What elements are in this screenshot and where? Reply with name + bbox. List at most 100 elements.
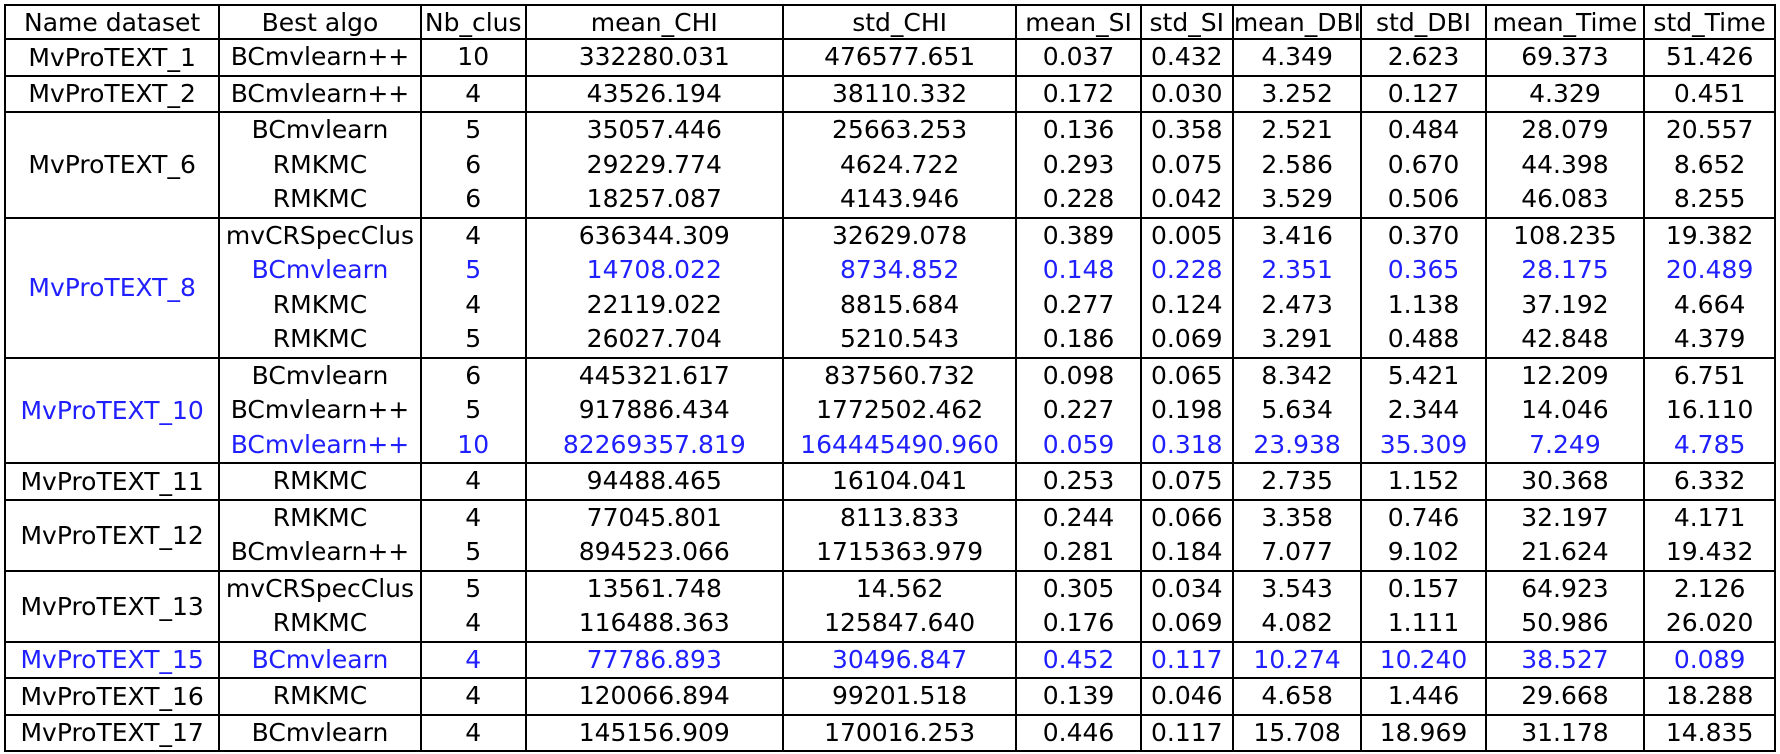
std-time-value: 8.255 [1673, 184, 1746, 213]
mean-time-value: 69.373 [1521, 42, 1609, 71]
dataset-name-cell: MvProTEXT_1 [3, 38, 221, 77]
std-chi-cell: 476577.651 [781, 38, 1018, 77]
std-chi-value: 8815.684 [839, 289, 960, 319]
mean-dbi-cell: 2.521 2.586 3.529 [1231, 111, 1363, 219]
best-algo-value: BCmvlearn++ [230, 537, 410, 566]
nb-clus-value: 4 [465, 717, 482, 747]
best-algo-cell: mvCRSpecClus RMKMC [218, 569, 422, 643]
table-body: MvProTEXT_1 BCmvlearn++ 10 332280.031 476577… [3, 38, 1776, 752]
mean-time-value: 44.398 [1521, 149, 1609, 179]
mean-dbi-value: 3.529 [1261, 184, 1333, 213]
best-algo-value: mvCRSpecClus [225, 573, 415, 603]
mean-time-value: 12.209 [1521, 360, 1609, 390]
mean-time-cell: 32.197 21.624 [1484, 498, 1646, 572]
std-chi-cell: 16104.041 [781, 462, 1018, 501]
dataset-name-cell: MvProTEXT_13 [3, 569, 221, 643]
std-si-cell: 0.030 [1139, 74, 1234, 113]
std-chi-value: 164445490.960 [800, 429, 1000, 459]
std-time-value: 20.489 [1665, 255, 1754, 284]
mean-time-value: 28.175 [1521, 255, 1609, 284]
mean-si-value: 0.176 [1042, 608, 1115, 637]
header-row: Name dataset Best algo Nb_clus mean_CHI … [3, 4, 1776, 40]
mean-si-cell: 0.253 [1015, 462, 1142, 501]
std-si-value: 0.432 [1150, 42, 1223, 71]
std-time-value: 4.379 [1673, 324, 1746, 353]
best-algo-value: RMKMC [272, 324, 368, 353]
header-mean-chi: mean_CHI [524, 4, 784, 40]
std-chi-value: 30496.847 [832, 644, 968, 674]
header-std-dbi: std_DBI [1360, 4, 1487, 40]
std-chi-value: 99201.518 [832, 681, 968, 710]
std-si-value: 0.034 [1150, 573, 1223, 603]
table-row: MvProTEXT_8 mvCRSpecClus BCmvlearn RMKMC RMK… [3, 216, 1776, 359]
mean-chi-value: 116488.363 [578, 608, 730, 637]
nb-clus-value: 4 [465, 502, 482, 532]
dataset-name-cell: MvProTEXT_6 [3, 111, 221, 219]
mean-si-value: 0.452 [1042, 644, 1115, 674]
nb-clus-value: 4 [465, 78, 482, 108]
std-si-value: 0.198 [1150, 395, 1223, 424]
std-dbi-value: 0.670 [1387, 149, 1460, 179]
std-chi-value: 14.562 [855, 573, 944, 603]
std-chi-cell: 8113.833 1715363.979 [781, 498, 1018, 572]
std-time-cell: 6.332 [1643, 462, 1776, 501]
mean-time-value: 50.986 [1521, 608, 1609, 637]
std-chi-cell: 32629.078 8734.852 8815.684 5210.543 [781, 216, 1018, 359]
mean-dbi-value: 3.291 [1261, 324, 1333, 353]
std-si-value: 0.318 [1150, 429, 1223, 459]
dataset-name-cell: MvProTEXT_10 [3, 356, 221, 464]
std-chi-value: 4143.946 [839, 184, 960, 213]
best-algo-cell: BCmvlearn RMKMC RMKMC [218, 111, 422, 219]
mean-time-value: 21.624 [1521, 537, 1609, 566]
mean-time-value: 38.527 [1521, 644, 1609, 674]
std-chi-cell: 170016.253 [781, 713, 1018, 752]
header-nb-clus: Nb_clus [419, 4, 527, 40]
mean-time-value: 14.046 [1521, 395, 1609, 424]
mean-chi-cell: 43526.194 [524, 74, 784, 113]
mean-dbi-value: 4.658 [1261, 681, 1333, 710]
mean-dbi-value: 4.349 [1261, 42, 1333, 71]
nb-clus-value: 5 [465, 537, 482, 566]
std-dbi-value: 1.152 [1387, 466, 1460, 495]
std-time-cell: 6.751 16.110 4.785 [1643, 356, 1776, 464]
mean-chi-cell: 77045.801 894523.066 [524, 498, 784, 572]
std-time-cell: 20.557 8.652 8.255 [1643, 111, 1776, 219]
std-si-value: 0.358 [1150, 115, 1223, 144]
mean-time-value: 46.083 [1521, 184, 1609, 213]
best-algo-value: BCmvlearn [251, 717, 389, 747]
std-si-value: 0.124 [1150, 289, 1223, 319]
std-si-cell: 0.065 0.198 0.318 [1139, 356, 1234, 464]
std-chi-cell: 38110.332 [781, 74, 1018, 113]
table-row: MvProTEXT_13 mvCRSpecClus RMKMC 5 4 13561.748… [3, 569, 1776, 643]
mean-time-cell: 108.235 28.175 37.192 42.848 [1484, 216, 1646, 359]
std-dbi-cell: 0.157 1.111 [1360, 569, 1487, 643]
std-dbi-cell: 5.421 2.344 35.309 [1360, 356, 1487, 464]
best-algo-value: BCmvlearn [251, 255, 389, 284]
mean-si-value: 0.293 [1042, 149, 1115, 179]
std-dbi-value: 0.746 [1387, 502, 1460, 532]
std-dbi-value: 0.484 [1387, 115, 1460, 144]
std-dbi-value: 10.240 [1379, 644, 1468, 674]
std-time-value: 19.432 [1665, 537, 1754, 566]
mean-time-value: 30.368 [1521, 466, 1609, 495]
mean-si-value: 0.227 [1042, 395, 1115, 424]
mean-time-cell: 12.209 14.046 7.249 [1484, 356, 1646, 464]
dataset-name-cell: MvProTEXT_17 [3, 713, 221, 752]
mean-dbi-value: 7.077 [1261, 537, 1333, 566]
mean-si-cell: 0.139 [1015, 677, 1142, 716]
std-dbi-cell: 0.127 [1360, 74, 1487, 113]
mean-dbi-cell: 3.358 7.077 [1231, 498, 1363, 572]
mean-chi-cell: 636344.309 14708.022 22119.022 26027.704 [524, 216, 784, 359]
best-algo-value: BCmvlearn [251, 360, 389, 390]
nb-clus-value: 10 [457, 42, 490, 71]
table-row: MvProTEXT_11 RMKMC 4 94488.465 16104.041 0.25… [3, 462, 1776, 501]
best-algo-value: RMKMC [272, 184, 368, 213]
mean-chi-value: 82269357.819 [562, 429, 746, 459]
std-dbi-value: 1.446 [1387, 681, 1460, 710]
std-dbi-value: 0.127 [1387, 78, 1460, 108]
best-algo-value: RMKMC [272, 466, 368, 495]
std-dbi-value: 1.138 [1387, 289, 1460, 319]
std-dbi-value: 0.157 [1387, 573, 1460, 603]
mean-si-cell: 0.136 0.293 0.228 [1015, 111, 1142, 219]
mean-chi-value: 894523.066 [578, 537, 730, 566]
